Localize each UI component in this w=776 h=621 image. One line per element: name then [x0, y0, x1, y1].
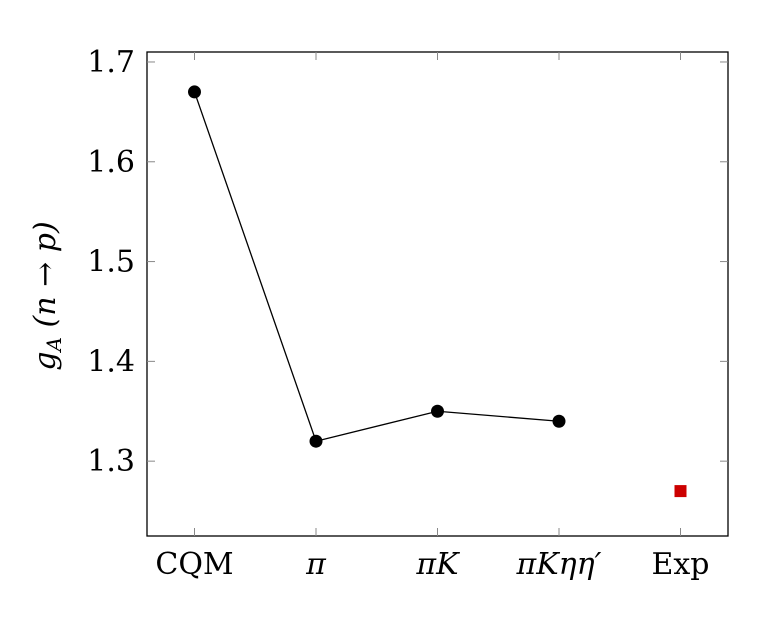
y-tick-label: 1.4 [87, 344, 135, 379]
data-point [552, 414, 566, 428]
x-tick-label: π [305, 547, 327, 582]
y-axis-label: gA (n → p) [28, 221, 66, 370]
y-tick-label: 1.6 [87, 145, 135, 180]
x-axis: CQM π πK πKηη′ Exp [155, 52, 710, 582]
y-axis: 1.3 1.4 1.5 1.6 1.7 [87, 45, 728, 479]
y-tick-label: 1.7 [87, 45, 135, 80]
x-tick-label: πKηη′ [516, 547, 602, 582]
series-line [193, 91, 560, 442]
data-markers [188, 85, 687, 498]
y-tick-label: 1.3 [87, 444, 135, 479]
data-point [188, 85, 201, 99]
data-point-square [674, 485, 687, 498]
series-lines [193, 91, 560, 442]
x-tick-label: πK [415, 547, 460, 582]
x-tick-label: CQM [155, 547, 233, 582]
plot-area [146, 51, 729, 537]
data-point [431, 404, 444, 418]
y-tick-label: 1.5 [87, 245, 135, 280]
x-tick-label: Exp [651, 547, 709, 582]
data-point [309, 434, 323, 448]
